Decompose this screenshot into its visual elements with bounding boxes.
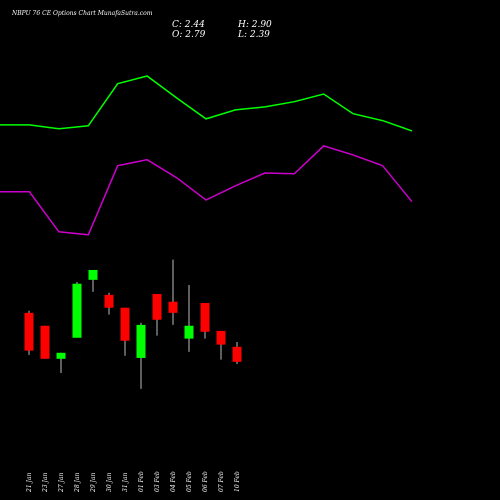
- indicator-line: [0, 145, 413, 236]
- candle-body: [200, 303, 210, 332]
- open-label: O: 2.79: [172, 30, 206, 40]
- x-tick-label: 05 Feb: [186, 471, 193, 492]
- x-tick-label: 01 Feb: [138, 471, 145, 492]
- x-tick-label: 06 Feb: [202, 471, 209, 492]
- candle-body: [88, 269, 98, 280]
- candle-body: [152, 293, 162, 320]
- candle-body: [168, 301, 178, 313]
- candle-body: [136, 324, 146, 358]
- x-tick-label: 21 Jan: [26, 472, 33, 493]
- x-tick-label: 04 Feb: [170, 471, 177, 492]
- x-tick-label: 03 Feb: [154, 471, 161, 492]
- x-tick-label: 27 Jan: [58, 472, 65, 493]
- x-tick-label: 07 Feb: [218, 471, 225, 492]
- candle-body: [40, 325, 50, 359]
- x-tick-label: 30 Jan: [106, 472, 113, 492]
- candle-body: [184, 325, 194, 339]
- candle-body: [72, 283, 82, 338]
- x-tick-label: 29 Jan: [90, 472, 97, 493]
- close-label: C: 2.44: [172, 20, 205, 30]
- x-tick-label: 10 Feb: [234, 471, 241, 492]
- candle-body: [232, 346, 242, 362]
- x-tick-label: 28 Jan: [74, 472, 81, 493]
- candle-body: [216, 330, 226, 345]
- candle-body: [104, 294, 114, 308]
- high-label: H: 2.90: [237, 20, 272, 30]
- x-tick-label: 23 Jan: [42, 472, 49, 493]
- x-tick-label: 31 Jan: [122, 472, 129, 492]
- candle-body: [120, 307, 130, 341]
- candle-body: [24, 312, 34, 351]
- indicator-line: [0, 75, 413, 132]
- candle-body: [56, 352, 66, 359]
- chart-title: NBPU 76 CE Options Chart MunafaSutra.com: [11, 10, 153, 17]
- low-label: L: 2.39: [237, 30, 270, 40]
